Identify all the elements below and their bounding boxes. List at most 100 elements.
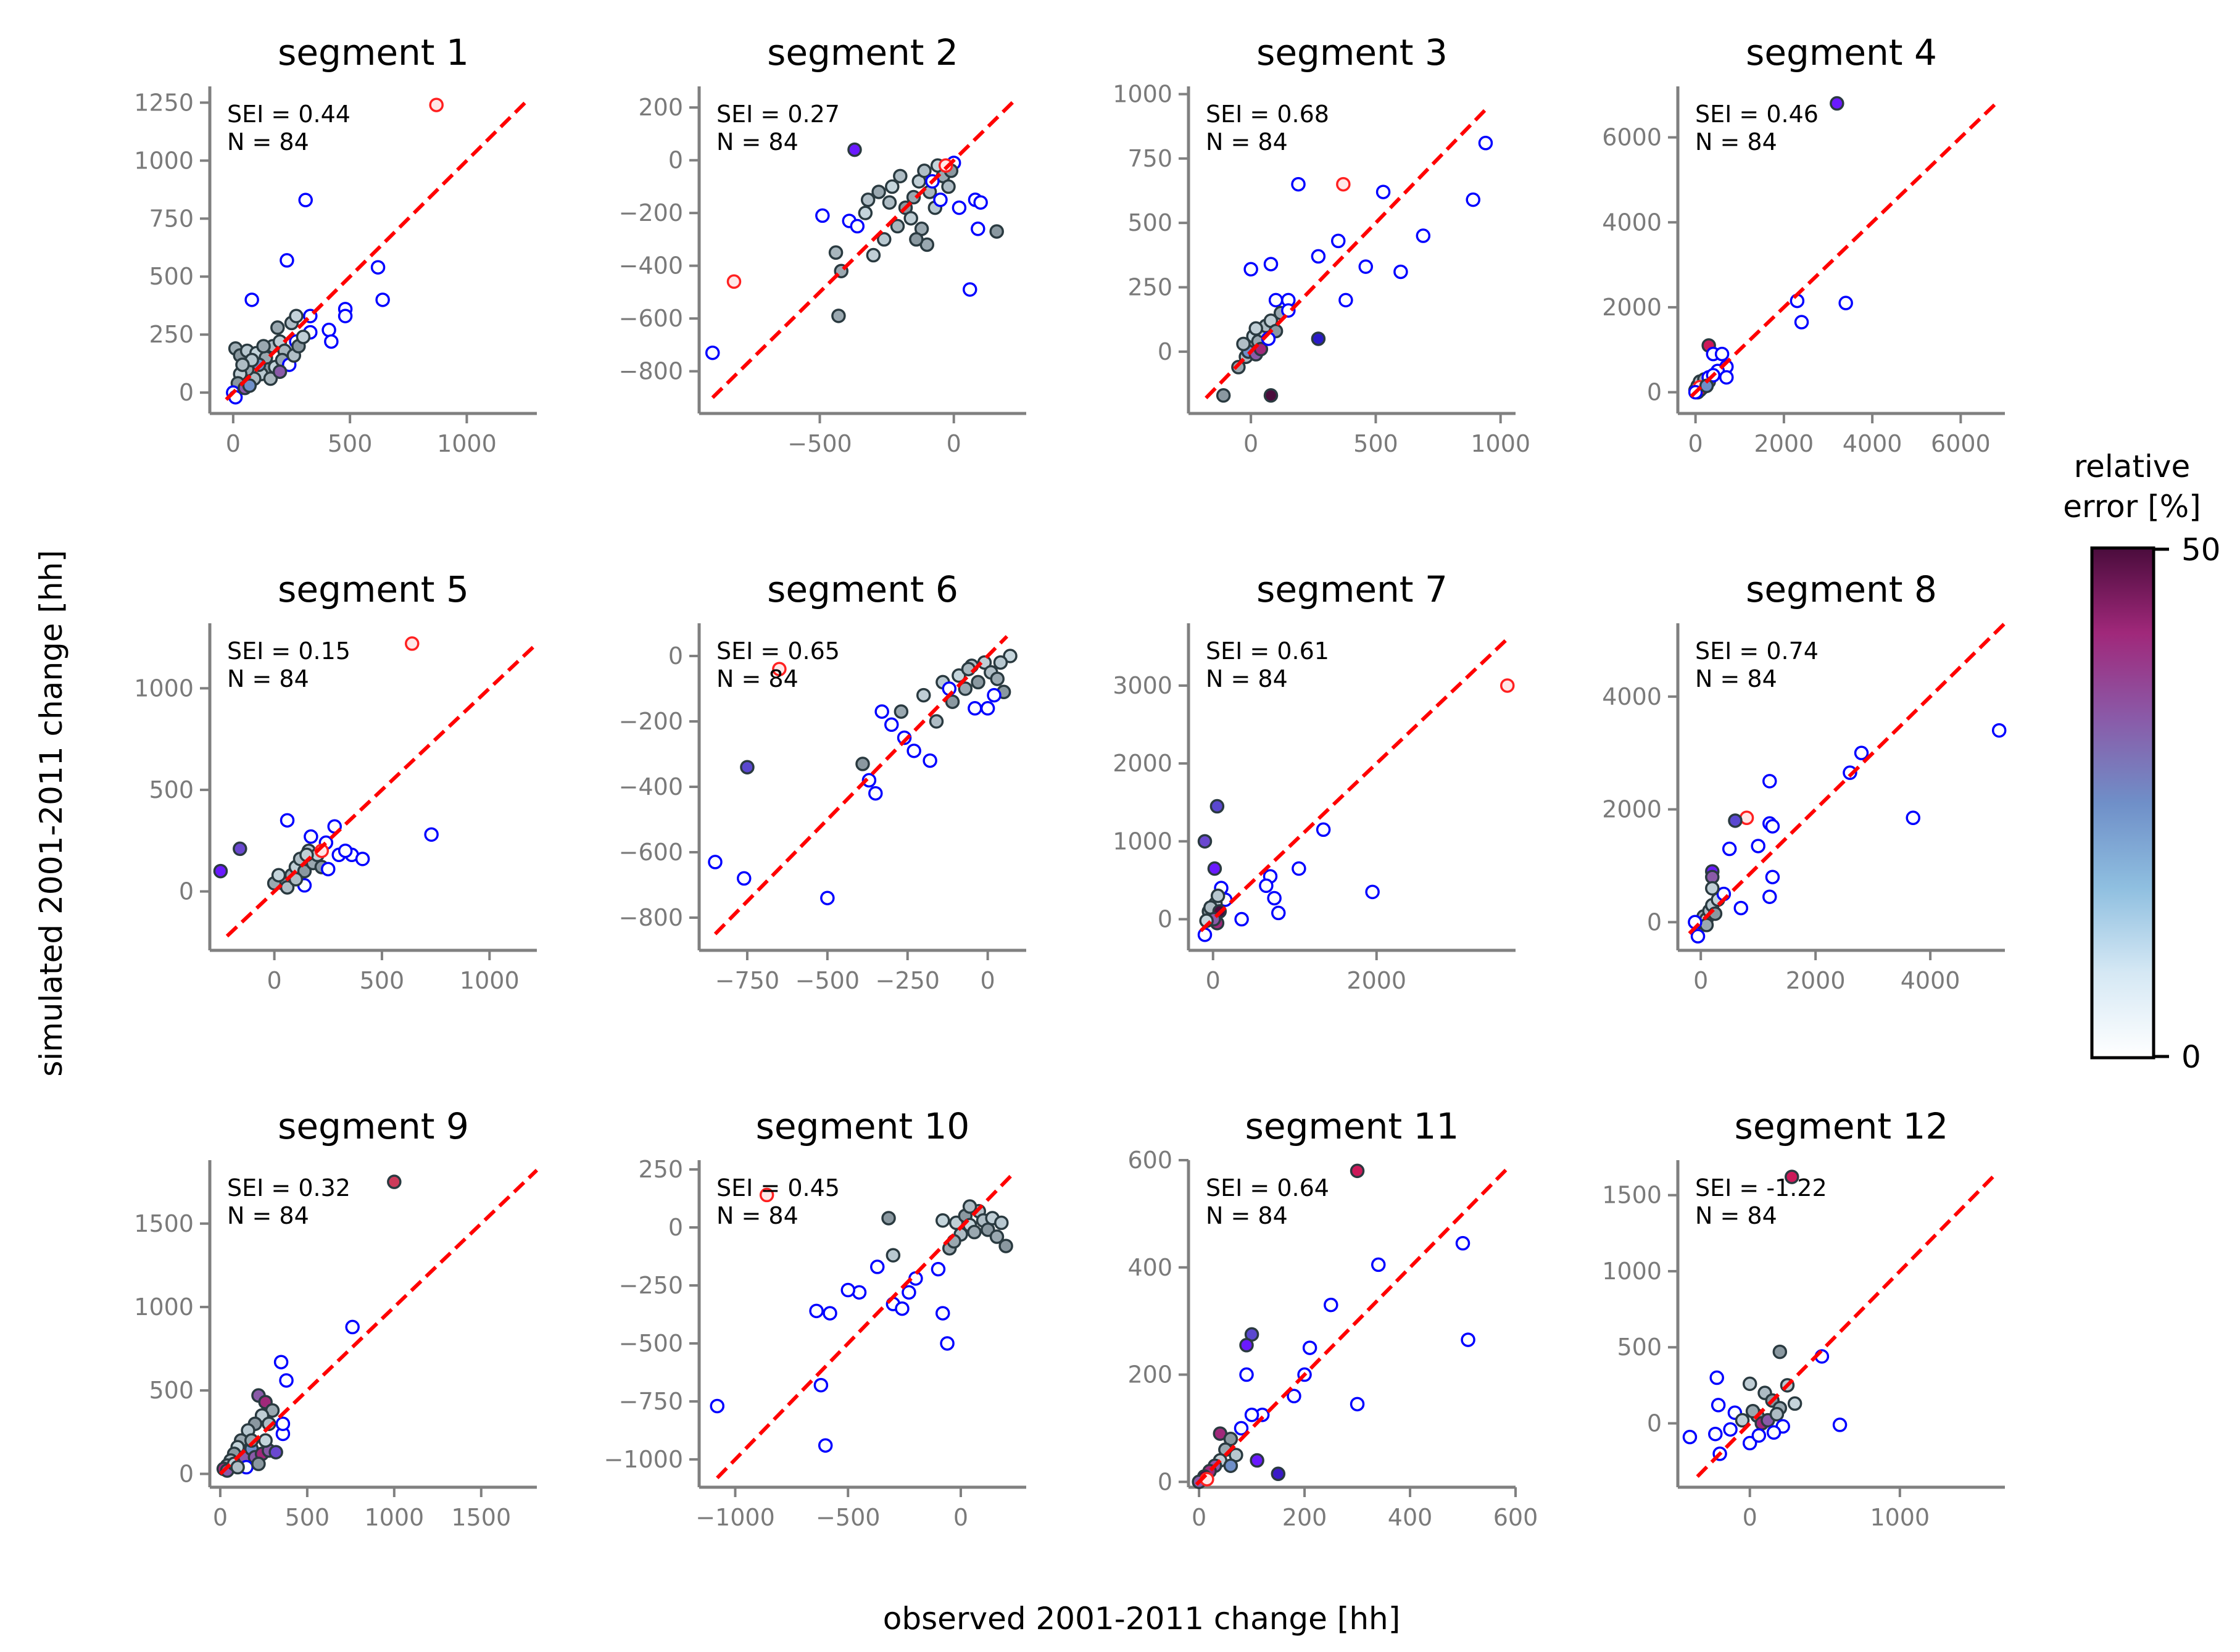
scatter-point — [387, 1174, 402, 1189]
y-tick-label: −400 — [619, 773, 683, 800]
y-tick-label: −250 — [619, 1272, 683, 1299]
scatter-point — [1991, 723, 2007, 738]
x-tick-label: 0 — [1206, 967, 1221, 994]
colorbar-gradient — [2090, 546, 2155, 1060]
scatter-point — [1234, 911, 1249, 927]
x-tick-label: 2000 — [1786, 967, 1846, 994]
n-annotation: N = 84 — [227, 1202, 309, 1229]
scatter-point — [877, 232, 892, 247]
scatter-point — [1316, 822, 1331, 837]
scatter-point — [375, 293, 390, 307]
colorbar-min-label: 0 — [2181, 1039, 2201, 1075]
x-tick-label: −500 — [816, 1504, 880, 1531]
scatter-point — [1330, 233, 1346, 249]
y-tick-label: 0 — [1647, 1409, 1662, 1437]
scatter-point — [1733, 900, 1749, 916]
scatter-point — [963, 282, 977, 297]
scatter-point — [1719, 370, 1734, 385]
y-tick-label: −500 — [619, 1330, 683, 1357]
y-tick-label: 0 — [1158, 906, 1172, 933]
y-tick-label: 400 — [1127, 1254, 1172, 1281]
scatter-point — [233, 841, 247, 857]
n-annotation: N = 84 — [1206, 1202, 1288, 1229]
identity-line — [711, 98, 1017, 399]
y-tick-label: 0 — [1158, 1468, 1172, 1495]
x-tick-label: 1000 — [1471, 430, 1530, 457]
scatter-point — [908, 1271, 923, 1286]
scatter-point — [272, 364, 288, 380]
scatter-point — [370, 260, 386, 275]
scatter-point — [1745, 1403, 1761, 1419]
scatter-point — [280, 813, 295, 828]
subplot-segment-1: segment 1 0 250 500 750 1000 1250 0 500 1000 SEI =… — [134, 31, 537, 457]
scatter-point — [321, 322, 336, 338]
scatter-point — [726, 274, 742, 289]
scatter-point — [1263, 257, 1279, 272]
scatter-point — [1500, 678, 1515, 693]
x-tick-label: −1000 — [695, 1504, 775, 1531]
x-tick-label: 1000 — [364, 1504, 424, 1531]
x-tick-label: 1500 — [451, 1504, 511, 1531]
n-annotation: N = 84 — [1206, 128, 1288, 156]
y-tick-label: 0 — [668, 1214, 683, 1241]
scatter-point — [304, 829, 318, 844]
x-tick-label: −750 — [715, 967, 779, 994]
scatter-point — [987, 687, 1002, 703]
y-tick-label: 0 — [1647, 379, 1662, 406]
scatter-point — [1350, 1397, 1365, 1412]
scatter-point — [831, 309, 846, 323]
scatter-point — [271, 868, 286, 882]
scatter-point — [906, 743, 921, 758]
y-tick-label: 4000 — [1602, 683, 1662, 710]
scatter-point — [1787, 1396, 1802, 1411]
scatter-point — [941, 179, 956, 194]
scatter-point — [940, 1336, 955, 1351]
y-tick-label: 0 — [1647, 908, 1662, 936]
scatter-point — [1209, 799, 1225, 814]
scatter-point — [1250, 1453, 1264, 1468]
scatter-point — [1794, 315, 1809, 330]
scatter-point — [338, 309, 353, 323]
x-axis-label: observed 2001-2011 change [hh] — [883, 1601, 1400, 1637]
scatter-point — [405, 636, 420, 651]
x-tick-label: 500 — [1353, 430, 1398, 457]
scatter-point — [298, 193, 313, 207]
sei-annotation: SEI = -1.22 — [1695, 1174, 1827, 1202]
scatter-point — [1244, 1407, 1259, 1422]
y-tick-label: −800 — [619, 904, 683, 931]
scatter-point — [815, 208, 830, 223]
y-tick-label: 2000 — [1602, 796, 1662, 823]
x-tick-label: 0 — [226, 430, 241, 457]
scatter-point — [345, 1319, 360, 1335]
identity-line — [1199, 637, 1509, 932]
sei-annotation: SEI = 0.45 — [716, 1174, 840, 1202]
scatter-point — [1690, 929, 1706, 944]
scatter-point — [858, 205, 873, 220]
scatter-point — [1838, 296, 1853, 310]
scatter-point — [870, 1260, 885, 1274]
scatter-point — [866, 247, 881, 263]
scatter-point — [994, 1215, 1009, 1231]
y-axis-label: simulated 2001-2011 change [hh] — [33, 550, 69, 1077]
y-tick-label: 4000 — [1602, 209, 1662, 236]
scatter-point — [990, 671, 1005, 686]
y-tick-label: 3000 — [1113, 672, 1172, 699]
identity-line — [1696, 1176, 1994, 1478]
y-tick-label: −400 — [619, 252, 683, 280]
scatter-point — [874, 704, 889, 719]
n-annotation: N = 84 — [1695, 1202, 1777, 1229]
sei-annotation: SEI = 0.44 — [227, 101, 351, 128]
y-tick-label: 1250 — [134, 89, 194, 116]
x-tick-label: 0 — [1192, 1504, 1206, 1531]
x-tick-label: 4000 — [1901, 967, 1960, 994]
identity-line — [1205, 106, 1490, 400]
scatter-point — [1243, 262, 1258, 277]
scatter-point — [1765, 870, 1780, 884]
scatter-point — [813, 1377, 829, 1393]
n-annotation: N = 84 — [1695, 128, 1777, 156]
y-tick-label: −1000 — [604, 1446, 683, 1473]
scatter-point — [968, 701, 982, 716]
y-tick-label: −750 — [619, 1388, 683, 1415]
subplot-title: segment 8 — [1746, 568, 1937, 610]
